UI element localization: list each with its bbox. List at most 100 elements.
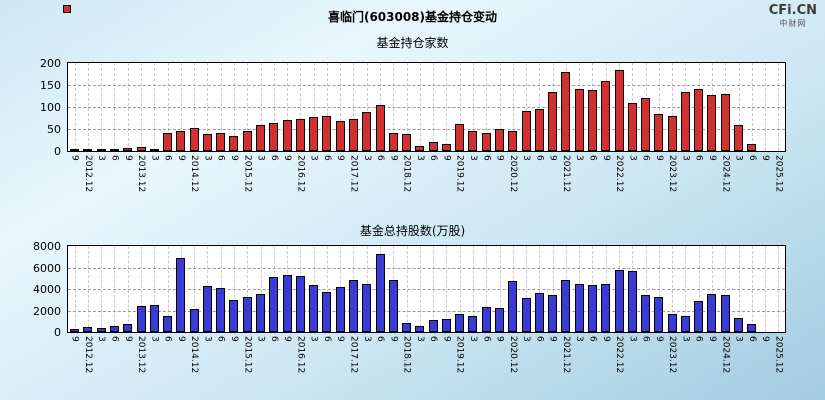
x-axis-tick-label: 3 <box>414 336 425 342</box>
brand-subtitle: 中财网 <box>779 19 807 28</box>
x-axis-tick-label: 6 <box>534 155 545 161</box>
chart-title-total-shares: 基金总持股数(万股) <box>359 224 466 238</box>
fund-holder-count-bar <box>441 144 451 151</box>
fund-total-shares-bar <box>202 286 212 332</box>
x-axis-tick-label: 3 <box>149 336 160 342</box>
x-axis-tick-label: 6 <box>587 155 598 161</box>
x-axis-tick-label: 9 <box>653 336 664 342</box>
horizontal-gridline <box>68 129 785 130</box>
x-axis-tick-label: 9 <box>69 155 80 161</box>
y-axis-tick-label: 50 <box>47 123 61 136</box>
x-axis-tick-label: 9 <box>547 155 558 161</box>
x-axis-tick-label: 9 <box>706 155 717 161</box>
total-shares-plot-area <box>67 245 786 333</box>
y-axis-tick-label: 6000 <box>33 261 61 275</box>
fund-holder-count-bar <box>481 133 491 151</box>
fund-holder-count-bar <box>176 131 186 151</box>
x-axis-tick-label: 2018.12 <box>401 155 412 193</box>
x-axis-tick-label: 6 <box>746 336 757 342</box>
fund-total-shares-bar <box>375 254 385 332</box>
fund-holder-count-bar <box>322 116 332 151</box>
x-axis-tick-label: 2012.12 <box>82 155 93 193</box>
red-series-legend-marker-icon <box>63 5 71 13</box>
fund-holder-count-bar <box>428 142 438 151</box>
x-axis-tick-label: 3 <box>467 155 478 161</box>
horizontal-gridline <box>68 289 785 290</box>
fund-holder-count-bar <box>641 98 651 151</box>
fund-total-shares-bar <box>587 285 597 332</box>
x-axis-tick-label: 2012.12 <box>82 336 93 374</box>
x-axis-tick-label: 3 <box>574 155 585 161</box>
fund-total-shares-bar <box>229 300 239 332</box>
fund-holder-count-bar <box>149 149 159 151</box>
fund-total-shares-bar <box>295 276 305 332</box>
x-axis-tick-label: 2018.12 <box>401 336 412 374</box>
x-axis-tick-label: 9 <box>122 336 133 342</box>
x-axis-tick-label: 3 <box>255 155 266 161</box>
y-axis-tick-label: 4000 <box>33 283 61 296</box>
horizontal-gridline <box>68 85 785 86</box>
x-axis-tick-label: 9 <box>547 336 558 342</box>
fund-holder-count-bar <box>614 70 624 151</box>
x-axis-tick-label: 9 <box>653 155 664 161</box>
fund-total-shares-bar <box>123 324 133 332</box>
x-axis-tick-label: 3 <box>680 155 691 161</box>
x-axis-tick-label: 9 <box>706 336 717 342</box>
fund-total-shares-bar <box>189 309 199 332</box>
fund-holder-count-bar <box>455 124 465 151</box>
fund-holder-count-bar <box>468 131 478 151</box>
fund-holder-count-bar <box>388 133 398 151</box>
x-axis-tick-label: 6 <box>109 155 120 161</box>
fund-total-shares-bar <box>747 324 757 332</box>
x-axis-tick-label: 2019.12 <box>454 155 465 193</box>
x-axis-tick-label: 9 <box>494 155 505 161</box>
fund-total-shares-bar <box>641 295 651 332</box>
x-axis-tick-label: 2022.12 <box>614 155 625 193</box>
fund-holder-count-bar <box>574 89 584 151</box>
fund-total-shares-bar <box>508 281 518 332</box>
fund-holder-count-bar <box>508 131 518 151</box>
y-axis-tick-label: 100 <box>40 101 61 114</box>
fund-holder-count-bar <box>561 72 571 151</box>
fund-total-shares-bar <box>521 298 531 332</box>
x-axis-tick-label: 6 <box>321 155 332 161</box>
x-axis-tick-label: 6 <box>215 155 226 161</box>
fund-total-shares-bar <box>455 314 465 332</box>
x-axis-tick-label: 9 <box>600 336 611 342</box>
x-axis-tick-label: 3 <box>574 336 585 342</box>
fund-total-shares-bar <box>561 280 571 332</box>
x-axis-tick-label: 6 <box>215 336 226 342</box>
x-axis-tick-label: 6 <box>693 336 704 342</box>
x-axis-tick-label: 6 <box>640 336 651 342</box>
fund-holder-count-bar <box>627 103 637 151</box>
fund-total-shares-bar <box>534 293 544 332</box>
x-axis-tick-label: 3 <box>96 155 107 161</box>
fund-holder-count-bar <box>720 94 730 151</box>
x-axis-tick-label: 2015.12 <box>242 336 253 374</box>
x-axis-tick-label: 2022.12 <box>614 336 625 374</box>
fund-holder-count-bar <box>136 147 146 151</box>
x-axis-tick-label: 3 <box>308 336 319 342</box>
fund-holder-count-bar <box>534 109 544 151</box>
fund-total-shares-bar <box>481 307 491 332</box>
fund-total-shares-bar <box>388 280 398 332</box>
fund-holder-count-bar <box>229 136 239 151</box>
x-axis-tick-label: 2024.12 <box>720 155 731 193</box>
fund-holder-count-bar <box>402 134 412 151</box>
x-axis-tick-label: 2023.12 <box>667 155 678 193</box>
fund-total-shares-bar <box>282 275 292 332</box>
fund-total-shares-bar <box>654 297 664 332</box>
brand-logo: CFi.CN <box>768 3 817 18</box>
x-axis-tick-label: 6 <box>534 336 545 342</box>
x-axis-tick-label: 3 <box>627 336 638 342</box>
x-axis-tick-label: 2017.12 <box>348 336 359 374</box>
horizontal-gridline <box>68 267 785 269</box>
fund-holder-count-bar <box>654 114 664 151</box>
fund-total-shares-bar <box>322 292 332 332</box>
fund-holder-count-bar <box>216 133 226 151</box>
fund-total-shares-bar <box>694 301 704 332</box>
fund-holder-count-bar <box>747 144 757 151</box>
x-axis-tick-label: 2023.12 <box>667 336 678 374</box>
fund-total-shares-bar <box>707 294 717 332</box>
